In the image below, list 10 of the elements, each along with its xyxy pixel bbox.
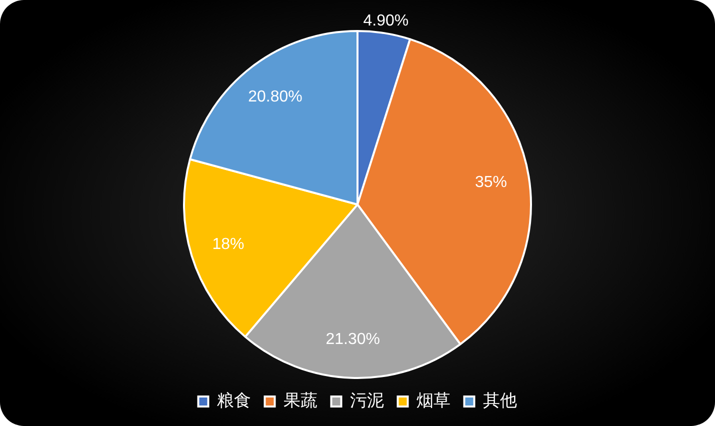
data-label: 21.30%: [326, 331, 380, 348]
data-label: 18%: [212, 236, 244, 254]
legend-label: 果蔬: [283, 390, 318, 411]
legend-label: 其他: [482, 390, 517, 411]
legend-label: 烟草: [416, 390, 450, 411]
data-label: 35%: [475, 174, 508, 191]
data-label: 4.90%: [363, 12, 409, 30]
legend-label: 粮食: [216, 390, 251, 411]
data-label: 20.80%: [248, 88, 302, 106]
legend-label: 污泥: [350, 390, 384, 411]
